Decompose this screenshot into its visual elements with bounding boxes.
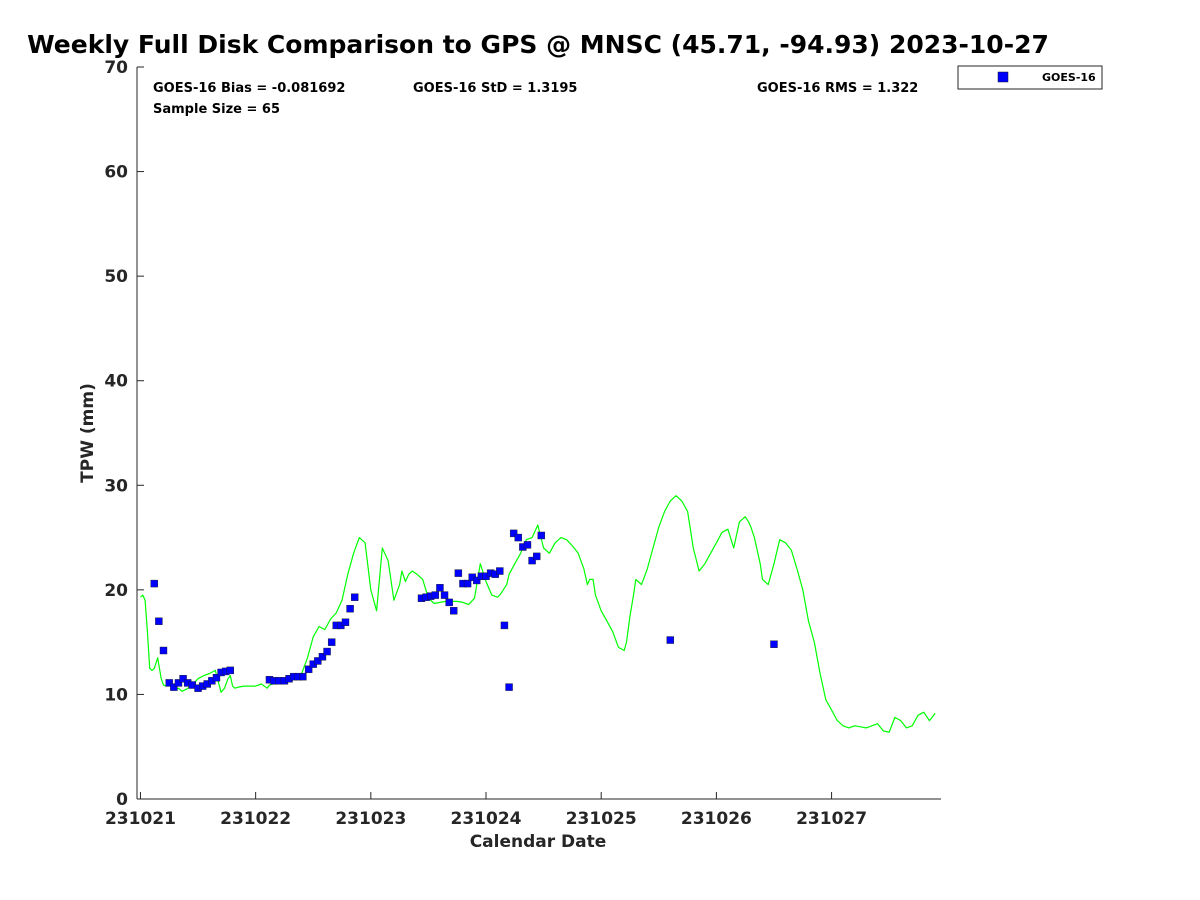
goes16-point xyxy=(351,593,359,601)
y-tick-label: 40 xyxy=(104,372,128,392)
goes16-point xyxy=(323,647,331,656)
legend-box xyxy=(957,65,1103,90)
goes16-point xyxy=(170,683,178,691)
goes16-point xyxy=(445,598,453,607)
goes16-point xyxy=(304,665,313,674)
goes16-point xyxy=(528,556,536,565)
gps-tpw-line xyxy=(140,495,936,733)
x-tick-label: 231026 xyxy=(681,809,752,829)
goes16-point xyxy=(346,604,354,613)
goes16-point xyxy=(532,552,541,561)
goes16-point xyxy=(509,529,518,538)
goes16-point xyxy=(318,653,327,661)
y-tick-label: 10 xyxy=(104,685,128,705)
goes16-point xyxy=(514,533,522,542)
std-stat: GOES-16 StD = 1.3195 xyxy=(413,81,577,96)
y-tick-label: 20 xyxy=(104,581,128,601)
goes16-point xyxy=(159,646,168,655)
goes16-point xyxy=(212,673,221,682)
goes16-point xyxy=(463,579,472,588)
plot-background xyxy=(137,67,941,799)
goes16-point xyxy=(537,531,546,540)
x-tick-label: 231025 xyxy=(566,809,637,829)
goes16-point xyxy=(314,657,322,665)
y-tick-label: 0 xyxy=(116,790,128,810)
goes16-point xyxy=(496,567,504,575)
legend-marker-goes16 xyxy=(997,71,1009,83)
goes16-point xyxy=(770,640,778,648)
goes16-point xyxy=(450,607,458,615)
legend: GOES-16 xyxy=(957,65,1103,90)
x-tick-label: 231023 xyxy=(335,809,406,829)
gps-series xyxy=(140,495,936,733)
goes16-point xyxy=(174,679,183,687)
y-tick-label: 30 xyxy=(104,476,128,496)
goes16-point xyxy=(666,636,675,644)
y-axis-ticks: 0 10 20 30 40 50 60 70 xyxy=(104,58,144,810)
x-tick-label: 231022 xyxy=(220,809,291,829)
x-axis-label: Calendar Date xyxy=(470,832,607,852)
y-axis-label: TPW (mm) xyxy=(78,383,98,483)
goes16-point xyxy=(505,683,513,691)
goes16-point xyxy=(179,675,187,683)
goes16-point xyxy=(473,576,481,585)
goes16-point xyxy=(341,618,350,626)
goes16-point xyxy=(226,666,235,675)
goes16-point xyxy=(150,579,158,588)
x-tick-label: 231024 xyxy=(451,809,522,829)
goes16-point xyxy=(440,591,449,599)
y-tick-label: 60 xyxy=(104,163,128,183)
y-tick-label: 50 xyxy=(104,267,128,287)
plot-area xyxy=(137,67,941,799)
x-axis-ticks: 231021 231022 231023 231024 231025 231026 2310… xyxy=(105,792,867,829)
x-tick-label: 231021 xyxy=(105,809,176,829)
goes16-point xyxy=(165,679,173,687)
axes xyxy=(136,67,941,800)
rms-stat: GOES-16 RMS = 1.322 xyxy=(757,81,918,96)
y-tick-label: 70 xyxy=(104,58,128,78)
goes16-point xyxy=(327,638,336,646)
x-tick-label: 231027 xyxy=(796,809,867,829)
goes16-point xyxy=(299,672,307,681)
goes16-point xyxy=(431,591,440,599)
goes16-point xyxy=(436,584,444,592)
bias-stat: GOES-16 Bias = -0.081692 xyxy=(153,81,345,96)
legend-label-goes16: GOES-16 xyxy=(1042,71,1096,84)
goes16-point xyxy=(155,617,163,625)
sample-size-stat: Sample Size = 65 xyxy=(153,102,280,117)
goes16-point xyxy=(500,621,509,630)
goes16-point xyxy=(523,541,532,549)
goes16-point xyxy=(454,569,463,577)
chart-title: Weekly Full Disk Comparison to GPS @ MNS… xyxy=(27,30,1049,59)
goes16-series xyxy=(150,529,778,692)
